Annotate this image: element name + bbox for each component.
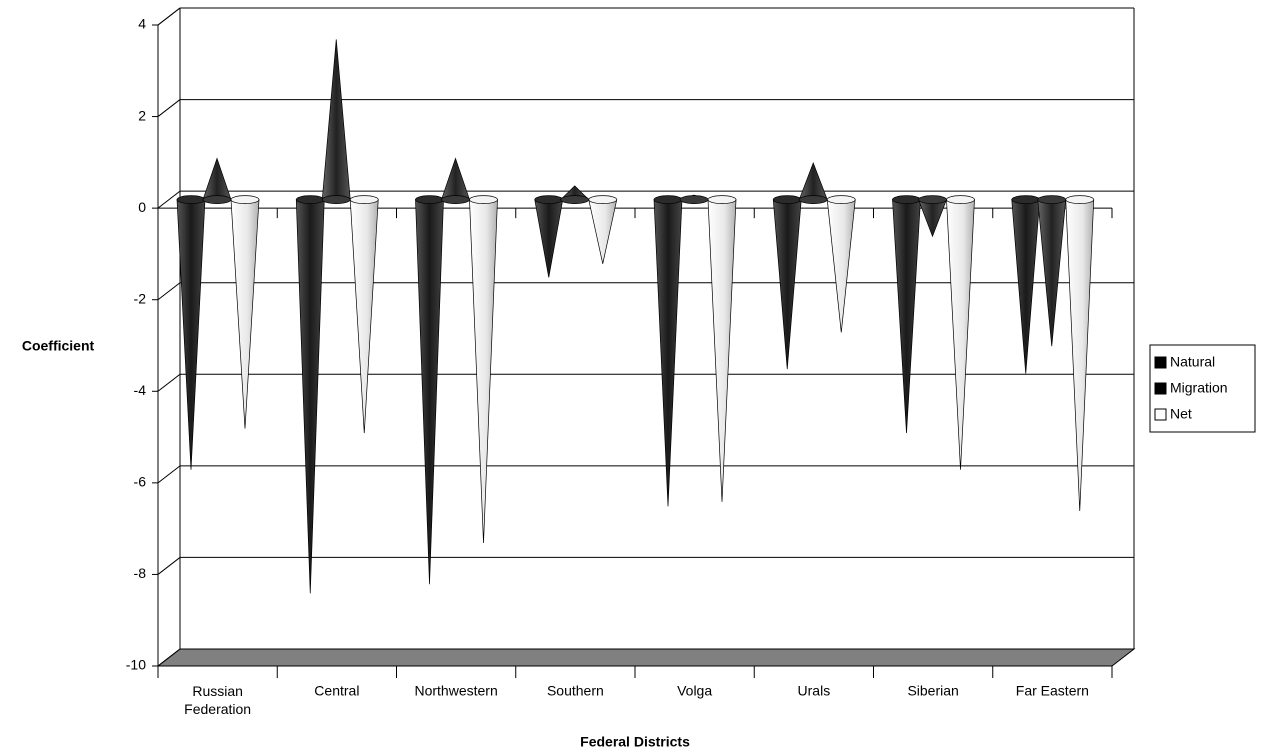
cone-base <box>349 195 379 204</box>
cone-base <box>918 195 947 204</box>
cone <box>826 199 856 333</box>
cone-base <box>441 195 470 204</box>
cone-base <box>1037 195 1067 204</box>
grid-line <box>157 648 181 667</box>
cone-base <box>176 195 206 204</box>
cone-base <box>1065 195 1095 204</box>
cone <box>892 199 921 434</box>
grid-line <box>157 557 181 575</box>
y-axis-title: Coefficient <box>22 338 95 354</box>
cone <box>772 199 802 370</box>
x-tick-label: Central <box>314 683 359 699</box>
x-tick-label: Northwestern <box>414 683 497 699</box>
grid-line <box>157 282 181 301</box>
y-tick-label: 0 <box>138 199 146 215</box>
cone <box>1065 199 1095 512</box>
x-tick-label: Siberian <box>907 683 958 699</box>
legend-swatch <box>1154 382 1167 395</box>
y-tick-label: 2 <box>138 107 146 123</box>
cone-base <box>415 195 444 204</box>
y-tick-label: -8 <box>134 565 147 581</box>
cone <box>415 199 444 585</box>
cone-base <box>202 195 232 204</box>
cone <box>176 199 206 470</box>
cone <box>202 157 232 200</box>
legend-label: Natural <box>1170 354 1215 370</box>
floor <box>156 648 1136 667</box>
cone-base <box>1011 195 1041 204</box>
cone-base <box>798 195 828 204</box>
cone-base <box>679 195 709 204</box>
x-axis-title: Federal Districts <box>580 734 690 750</box>
cone <box>1037 199 1067 347</box>
y-tick-label: -10 <box>126 657 146 673</box>
grid-line <box>157 373 181 392</box>
y-tick-label: -6 <box>134 474 147 490</box>
cone <box>295 199 325 594</box>
label-line: Federation <box>184 701 251 717</box>
legend-label: Net <box>1170 406 1192 422</box>
cone <box>441 157 470 200</box>
y-tick-label: -4 <box>134 382 147 398</box>
grid-line <box>157 190 181 209</box>
legend-label: Migration <box>1170 380 1228 396</box>
cone <box>946 199 975 470</box>
x-tick-label: Volga <box>677 683 712 699</box>
cone-base <box>772 195 802 204</box>
cone-base <box>707 195 737 204</box>
x-tick-label: Far Eastern <box>1016 683 1089 699</box>
cone <box>707 199 737 502</box>
cone-base <box>295 195 325 204</box>
cone <box>534 199 564 278</box>
cone-base <box>230 195 260 204</box>
y-tick-label: -2 <box>134 290 147 306</box>
cone <box>917 199 948 238</box>
cone <box>1011 199 1041 374</box>
cone <box>349 199 379 434</box>
cone-base <box>826 195 856 204</box>
legend-box <box>1149 344 1256 433</box>
cone <box>798 162 828 200</box>
cone <box>321 39 351 200</box>
label-line: Russian <box>192 683 243 699</box>
cone <box>588 199 618 264</box>
grid-line <box>157 99 181 117</box>
cone-base <box>560 195 590 204</box>
cone <box>653 199 683 507</box>
cone-base <box>469 195 498 204</box>
cone-base <box>321 195 351 204</box>
legend-swatch <box>1154 408 1167 421</box>
cone-base <box>588 195 618 204</box>
x-tick-label: Urals <box>798 683 831 699</box>
cone-base <box>946 195 975 204</box>
legend-swatch <box>1154 356 1167 369</box>
cone-base <box>653 195 683 204</box>
cone <box>230 199 260 429</box>
cone-base <box>892 195 921 204</box>
cone-base <box>534 195 564 204</box>
grid-line <box>157 7 181 26</box>
x-tick-label: Southern <box>547 683 604 699</box>
y-tick-label: 4 <box>138 16 146 32</box>
x-tick-label: Russian Federation <box>184 683 251 717</box>
cone <box>469 199 498 544</box>
grid-line <box>157 465 181 484</box>
